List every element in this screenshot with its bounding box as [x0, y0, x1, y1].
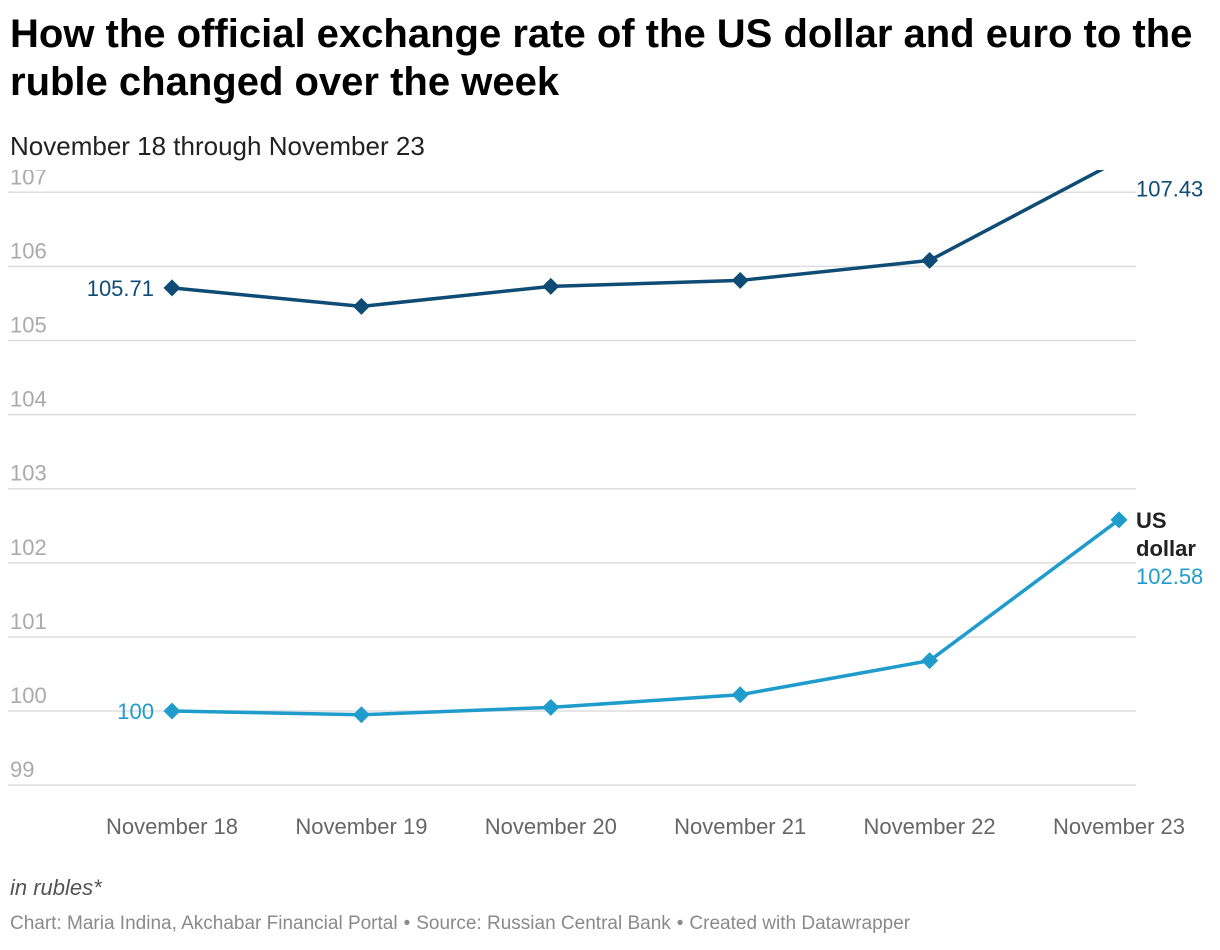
series — [163, 170, 1128, 724]
gridlines — [8, 191, 1136, 786]
chart-byline: Chart: Maria Indina, Akchabar Financial … — [10, 913, 910, 935]
chart-title: How the official exchange rate of the US… — [10, 12, 1193, 104]
x-axis-ticks: November 18 November 19 November 20 Novembe… — [106, 814, 1185, 839]
byline-separator: • — [676, 913, 684, 934]
data-point-euro — [731, 271, 749, 289]
x-tick-label: November 20 — [485, 814, 617, 839]
chart-notes: in rubles* — [10, 875, 102, 900]
x-tick-label: November 21 — [674, 814, 806, 839]
end-value-label-usd: 102.58 — [1136, 564, 1203, 589]
x-tick-label: November 23 — [1053, 814, 1185, 839]
byline-author: Chart: Maria Indina, Akchabar Financial … — [10, 913, 398, 934]
byline-separator: • — [403, 913, 411, 934]
end-value-label-euro: 107.43 — [1136, 176, 1203, 201]
data-point-usd — [163, 702, 181, 720]
series-name-label-usd: US — [1136, 508, 1167, 533]
series-line-euro — [171, 170, 1105, 309]
y-tick-label: 107 — [10, 170, 47, 189]
y-tick-label: 101 — [10, 609, 47, 634]
data-point-euro — [163, 279, 181, 297]
data-point-usd — [352, 706, 370, 724]
series-name-label-euro: Euro — [1136, 170, 1186, 173]
series-name-label-usd: dollar — [1136, 536, 1196, 561]
data-point-euro — [352, 297, 370, 315]
chart-subtitle: November 18 through November 23 — [10, 131, 425, 161]
data-point-usd — [921, 652, 939, 670]
y-tick-label: 106 — [10, 238, 47, 263]
x-tick-label: November 18 — [106, 814, 238, 839]
y-tick-label: 105 — [10, 312, 47, 337]
y-tick-label: 102 — [10, 535, 47, 560]
y-tick-label: 100 — [10, 683, 47, 708]
series-line-usd — [171, 518, 1121, 717]
byline-source: Source: Russian Central Bank — [416, 913, 671, 934]
y-tick-label: 103 — [10, 461, 47, 486]
data-point-usd — [542, 698, 560, 716]
x-tick-label: November 19 — [295, 814, 427, 839]
data-point-euro — [542, 277, 560, 295]
y-tick-label: 99 — [10, 757, 34, 782]
x-tick-label: November 22 — [864, 814, 996, 839]
y-tick-label: 104 — [10, 387, 47, 412]
series-labels: 105.71 Euro 107.43 100 US dollar 102.58 — [87, 170, 1204, 724]
start-value-label-euro: 105.71 — [87, 276, 154, 301]
start-value-label-usd: 100 — [117, 699, 154, 724]
data-point-usd — [731, 686, 749, 704]
y-axis-ticks: 99 100 101 102 103 104 105 106 107 — [10, 170, 47, 782]
byline-credit: Created with Datawrapper — [689, 913, 911, 934]
data-point-euro — [921, 251, 939, 269]
